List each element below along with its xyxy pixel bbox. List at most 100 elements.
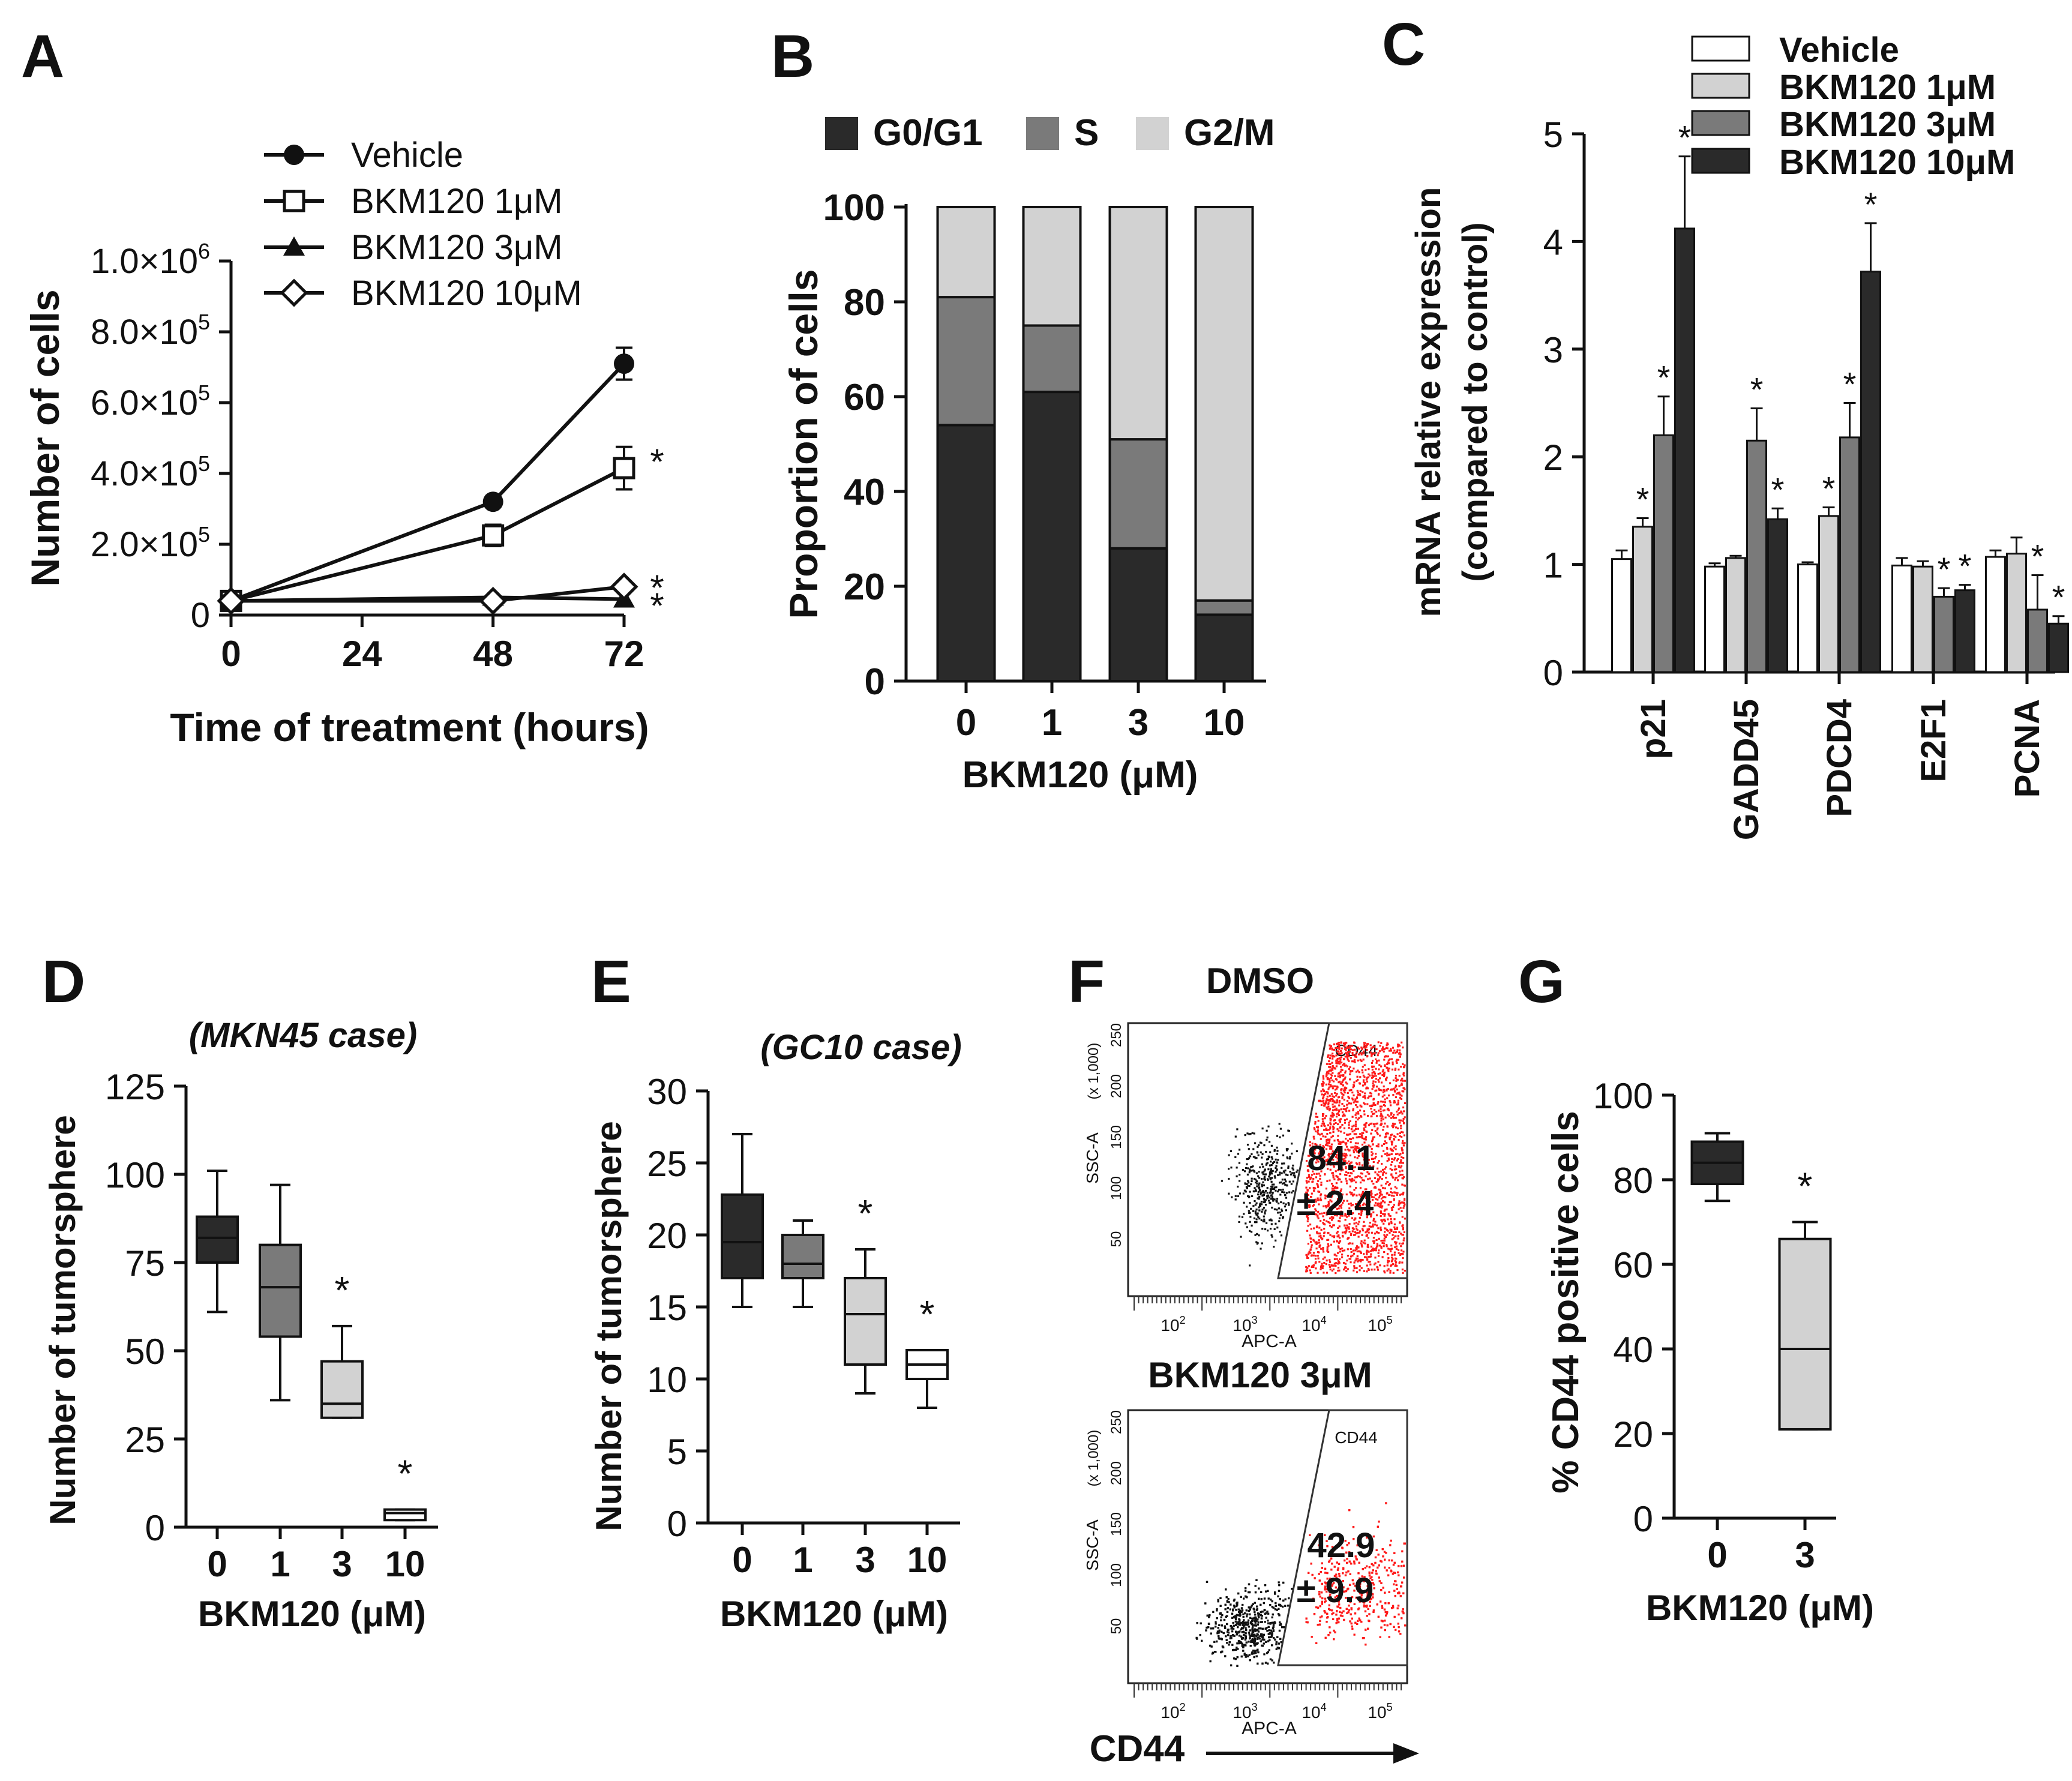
event-dot bbox=[1315, 1200, 1317, 1203]
event-dot bbox=[1386, 1063, 1389, 1066]
event-dot bbox=[1342, 1063, 1345, 1065]
event-dot bbox=[1338, 1044, 1340, 1047]
event-dot bbox=[1316, 1116, 1319, 1118]
event-dot bbox=[1227, 1632, 1230, 1634]
event-dot bbox=[1244, 1638, 1247, 1641]
event-dot bbox=[1352, 1108, 1354, 1110]
event-dot bbox=[1397, 1059, 1399, 1061]
event-dot bbox=[1399, 1170, 1401, 1173]
event-dot bbox=[1382, 1213, 1384, 1215]
event-dot bbox=[1397, 1158, 1399, 1161]
event-dot bbox=[1391, 1259, 1393, 1261]
event-dot bbox=[1402, 1157, 1405, 1159]
event-dot bbox=[1359, 1110, 1362, 1112]
event-dot bbox=[1273, 1186, 1276, 1189]
event-dot bbox=[1269, 1141, 1271, 1143]
event-dot bbox=[1221, 1180, 1223, 1182]
event-dot bbox=[1392, 1206, 1395, 1209]
event-dot bbox=[1269, 1639, 1271, 1641]
event-dot bbox=[1359, 1059, 1362, 1061]
event-dot bbox=[1341, 1103, 1344, 1105]
event-dot bbox=[1372, 1053, 1375, 1055]
event-dot bbox=[1343, 1269, 1345, 1271]
event-dot bbox=[1365, 1231, 1367, 1234]
event-dot bbox=[1387, 1248, 1390, 1250]
event-dot bbox=[1353, 1084, 1355, 1086]
legend-label: G2/M bbox=[1184, 112, 1275, 154]
event-dot bbox=[1375, 1224, 1378, 1227]
event-dot bbox=[1393, 1146, 1396, 1149]
event-dot bbox=[1223, 1618, 1226, 1621]
event-dot bbox=[1384, 1098, 1386, 1101]
event-dot bbox=[1396, 1110, 1398, 1113]
event-dot bbox=[1359, 1176, 1362, 1178]
x-tick-label: 0 bbox=[956, 702, 976, 743]
event-dot bbox=[1331, 1172, 1333, 1174]
event-dot bbox=[1329, 1099, 1332, 1102]
event-dot bbox=[1338, 1072, 1341, 1075]
event-dot bbox=[1321, 1088, 1324, 1091]
event-dot bbox=[1347, 1248, 1349, 1251]
event-dot bbox=[1356, 1255, 1359, 1258]
event-dot bbox=[1359, 1093, 1361, 1095]
event-dot bbox=[1403, 1205, 1405, 1207]
event-dot bbox=[1399, 1222, 1401, 1224]
event-dot bbox=[1401, 1041, 1403, 1044]
event-dot bbox=[1402, 1272, 1404, 1274]
event-dot bbox=[1319, 1099, 1321, 1102]
event-dot bbox=[1399, 1253, 1402, 1255]
event-dot bbox=[1356, 1106, 1359, 1108]
event-dot bbox=[1246, 1144, 1249, 1146]
event-dot bbox=[1335, 1175, 1338, 1177]
event-dot bbox=[1392, 1063, 1394, 1066]
event-dot bbox=[1381, 1116, 1384, 1118]
event-dot bbox=[1345, 1081, 1347, 1084]
event-dot bbox=[1248, 1619, 1250, 1621]
event-dot bbox=[1291, 1152, 1293, 1155]
event-dot bbox=[1329, 1119, 1332, 1122]
event-dot bbox=[1345, 1146, 1348, 1148]
event-dot bbox=[1394, 1186, 1396, 1188]
event-dot bbox=[1338, 1050, 1340, 1053]
event-dot bbox=[1359, 1076, 1362, 1078]
event-dot bbox=[1359, 1182, 1362, 1184]
event-dot bbox=[1394, 1069, 1396, 1071]
event-dot bbox=[1271, 1192, 1274, 1195]
event-dot bbox=[1312, 1264, 1315, 1267]
y-tick-base: 4.0×10 bbox=[91, 454, 198, 493]
bar bbox=[1767, 518, 1788, 673]
event-dot bbox=[1315, 1176, 1318, 1179]
event-dot bbox=[1342, 1108, 1345, 1110]
event-dot bbox=[1233, 1635, 1236, 1637]
event-dot bbox=[1313, 1173, 1315, 1175]
event-dot bbox=[1356, 1097, 1358, 1099]
event-dot bbox=[1390, 1230, 1393, 1233]
event-dot bbox=[1348, 1045, 1351, 1048]
event-dot bbox=[1263, 1194, 1265, 1197]
event-dot bbox=[1401, 1183, 1404, 1186]
event-dot bbox=[1332, 1100, 1335, 1102]
event-dot bbox=[1336, 1109, 1338, 1111]
event-dot bbox=[1327, 1138, 1329, 1141]
event-dot bbox=[1216, 1630, 1219, 1633]
event-dot bbox=[1329, 1210, 1331, 1213]
event-dot bbox=[1254, 1156, 1256, 1158]
event-dot bbox=[1337, 1169, 1339, 1171]
event-dot bbox=[1336, 1161, 1339, 1163]
event-dot bbox=[1235, 1609, 1237, 1611]
event-dot bbox=[1350, 1251, 1353, 1253]
event-dot bbox=[1275, 1165, 1278, 1167]
event-dot bbox=[1392, 1605, 1395, 1607]
event-dot bbox=[1278, 1581, 1280, 1584]
event-dot bbox=[1330, 1054, 1332, 1057]
event-dot bbox=[1254, 1204, 1257, 1206]
event-dot bbox=[1350, 1608, 1353, 1611]
event-dot bbox=[1371, 1062, 1374, 1064]
event-dot bbox=[1379, 1264, 1381, 1267]
event-dot bbox=[1391, 1209, 1393, 1211]
event-dot bbox=[1359, 1207, 1362, 1209]
event-dot bbox=[1366, 1230, 1368, 1233]
event-dot bbox=[1362, 1156, 1365, 1158]
event-dot bbox=[1347, 1243, 1350, 1245]
event-dot bbox=[1335, 1054, 1338, 1057]
